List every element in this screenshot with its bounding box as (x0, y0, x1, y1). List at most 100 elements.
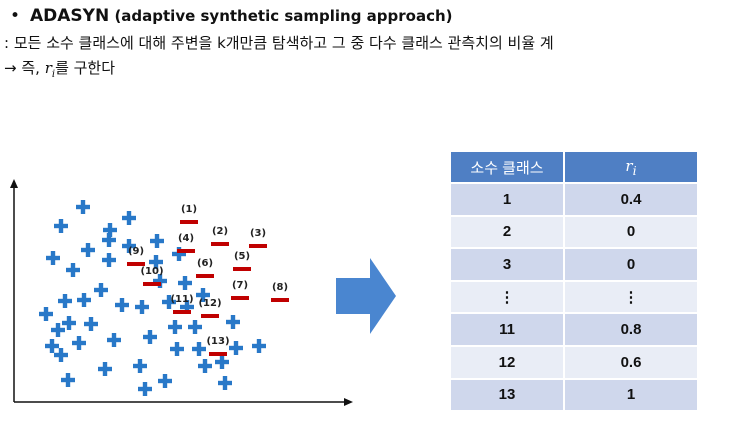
cell-class: 13 (451, 377, 565, 411)
minority-label: (2) (212, 226, 228, 237)
minority-minus-icon (211, 242, 229, 246)
header-minority-class: 소수 클래스 (451, 152, 565, 183)
minority-label: (5) (234, 251, 250, 262)
minority-label: (10) (140, 266, 163, 277)
majority-plus-icon (198, 359, 212, 373)
majority-plus-icon (122, 239, 136, 253)
majority-plus-icon (107, 333, 121, 347)
cell-class: 12 (451, 344, 565, 379)
cell-class: 1 (451, 182, 565, 216)
minority-point: (3) (249, 228, 267, 248)
table-row: 11 0.8 (451, 312, 697, 346)
majority-plus-icon (149, 255, 163, 269)
majority-plus-icon (84, 317, 98, 331)
axes (10, 179, 353, 406)
table-row: 1 0.4 (451, 182, 697, 216)
minority-minus-icon (249, 244, 267, 248)
minority-point: (4) (177, 233, 195, 253)
minority-point: (9) (127, 246, 145, 266)
majority-plus-icon (94, 283, 108, 297)
minority-minus-icon (180, 220, 198, 224)
ri-symbol: ri (44, 59, 56, 80)
majority-plus-icon (46, 251, 60, 265)
majority-plus-icon (135, 300, 149, 314)
description-text: : 모든 소수 클래스에 대해 주변을 k개만큼 탐색하고 그 중 다수 클래스… (4, 34, 540, 52)
majority-plus-icon (218, 376, 232, 390)
cell-class: ⋮ (451, 279, 565, 314)
majority-plus-icon (172, 247, 186, 261)
minority-label: (3) (250, 228, 266, 239)
majority-plus-icon (54, 219, 68, 233)
bullet-dot: • (10, 6, 21, 26)
majority-plus-icon (76, 200, 90, 214)
majority-plus-icon (226, 315, 240, 329)
minority-point: (12) (198, 298, 222, 318)
majority-plus-icon (54, 348, 68, 362)
majority-plus-icon (77, 293, 91, 307)
majority-plus-icon (62, 316, 76, 330)
minority-points: (1) (2) (3) (4) (5) (6) (7) (8) (9) (10) (11) (12) (… (127, 204, 289, 356)
scatter-diagram: (1) (2) (3) (4) (5) (6) (7) (8) (9) (10) (11) (12) (… (10, 179, 353, 406)
table-row: 13 1 (451, 377, 697, 411)
majority-plus-icon (158, 374, 172, 388)
header-ri-sub: i (632, 162, 637, 178)
majority-plus-icon (215, 355, 229, 369)
cell-ri: 0.8 (564, 312, 697, 346)
ri-sub: i (51, 69, 56, 80)
majority-plus-icon (192, 342, 206, 356)
table-row: 3 0 (451, 247, 697, 281)
bullet-heading: • ADASYN (adaptive synthetic sampling app… (10, 6, 453, 26)
minority-minus-icon (231, 296, 249, 300)
majority-plus-icon (102, 233, 116, 247)
x-axis-arrowhead (344, 398, 353, 406)
majority-plus-icon (103, 223, 117, 237)
minority-minus-icon (233, 267, 251, 271)
minority-minus-icon (196, 274, 214, 278)
majority-plus-icon (143, 330, 157, 344)
minority-label: (11) (170, 294, 193, 305)
cell-ri: 0.6 (564, 344, 697, 379)
majority-plus-icon (102, 253, 116, 267)
majority-plus-icon (98, 362, 112, 376)
majority-plus-icon (66, 263, 80, 277)
minority-point: (1) (180, 204, 198, 224)
majority-plus-icon (150, 234, 164, 248)
table-header-row: 소수 클래스 ri (451, 152, 697, 183)
minority-point: (8) (271, 282, 289, 302)
cell-ri: 0 (564, 247, 697, 281)
minority-label: (12) (198, 298, 221, 309)
heading-title: ADASYN (30, 6, 110, 26)
table-row: 12 0.6 (451, 344, 697, 379)
minority-point: (7) (231, 280, 249, 300)
majority-plus-icon (115, 298, 129, 312)
header-ri-var: ri (625, 156, 637, 178)
minority-point: (10) (140, 266, 164, 286)
cell-ri: ⋮ (564, 279, 697, 314)
majority-plus-icon (133, 359, 147, 373)
ri-var: r (44, 59, 52, 77)
majority-plus-icon (196, 288, 210, 302)
result-suffix: 를 구한다 (55, 59, 116, 77)
minority-label: (4) (178, 233, 194, 244)
majority-plus-icon (138, 382, 152, 396)
cell-class: 3 (451, 247, 565, 281)
majority-plus-icon (178, 276, 192, 290)
right-arrow-icon (336, 258, 396, 334)
majority-plus-icon (72, 336, 86, 350)
minority-minus-icon (271, 298, 289, 302)
majority-plus-icon (188, 320, 202, 334)
cell-ri: 0 (564, 214, 697, 249)
minority-point: (2) (211, 226, 229, 246)
minority-minus-icon (127, 262, 145, 266)
minority-point: (11) (170, 294, 194, 314)
heading-subtitle: (adaptive synthetic sampling approach) (109, 7, 453, 25)
minority-minus-icon (143, 282, 161, 286)
cell-ri: 1 (564, 377, 697, 411)
majority-plus-icon (168, 320, 182, 334)
header-ri-letter: r (625, 156, 633, 175)
table-row: ⋮ ⋮ (451, 279, 697, 314)
majority-plus-icon (45, 339, 59, 353)
minority-label: (7) (232, 280, 248, 291)
description-cut-text: 계 (539, 34, 554, 52)
ri-table: 소수 클래스 ri 1 0.4 2 0 3 0 ⋮ ⋮ 11 0.8 12 0.… (451, 152, 697, 411)
